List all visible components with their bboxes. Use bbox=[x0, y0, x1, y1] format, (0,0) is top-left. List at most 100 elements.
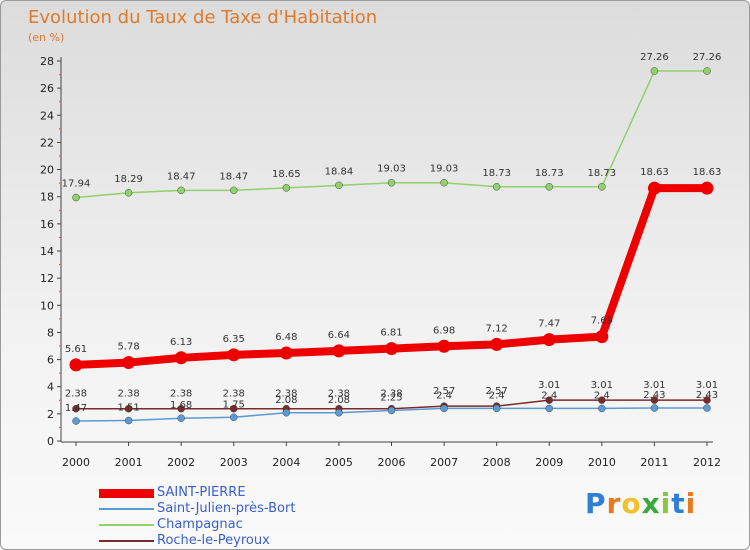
logo-letter: o bbox=[621, 487, 642, 520]
legend-label: SAINT-PIERRE bbox=[157, 485, 246, 500]
data-point bbox=[598, 404, 606, 413]
data-point bbox=[279, 346, 293, 360]
data-label: 2.4 bbox=[489, 390, 505, 401]
data-label: 6.35 bbox=[223, 334, 245, 345]
data-label: 2.38 bbox=[170, 389, 192, 400]
data-point bbox=[545, 396, 553, 404]
logo-letter: i bbox=[685, 487, 697, 520]
data-label: 18.73 bbox=[588, 168, 617, 179]
data-point bbox=[703, 396, 711, 404]
x-tick-label: 2010 bbox=[588, 456, 616, 469]
data-label: 7.69 bbox=[591, 316, 613, 327]
data-point bbox=[282, 409, 291, 417]
data-label: 2.4 bbox=[594, 390, 610, 401]
data-point bbox=[72, 193, 80, 202]
data-label: 6.64 bbox=[328, 330, 350, 341]
logo-letter: r bbox=[606, 487, 622, 520]
data-point bbox=[230, 186, 238, 195]
data-label: 5.78 bbox=[117, 342, 139, 353]
data-point bbox=[598, 183, 606, 191]
data-label: 2.4 bbox=[436, 390, 452, 401]
x-tick-label: 2009 bbox=[535, 456, 563, 469]
data-label: 6.48 bbox=[275, 332, 297, 343]
data-label: 2.4 bbox=[541, 390, 557, 401]
data-point bbox=[335, 181, 343, 190]
logo-letter: i bbox=[660, 487, 672, 520]
data-point bbox=[703, 404, 711, 412]
x-tick-label: 2002 bbox=[167, 456, 195, 469]
data-label: 27.26 bbox=[640, 52, 669, 63]
series-lines bbox=[69, 67, 714, 425]
data-point bbox=[545, 183, 553, 191]
data-label: 6.81 bbox=[380, 328, 402, 339]
x-tick-label: 2000 bbox=[62, 456, 90, 469]
data-point bbox=[177, 414, 185, 422]
data-point bbox=[542, 333, 556, 347]
y-tick-label: 6 bbox=[47, 354, 54, 367]
legend-label: Saint-Julien-près-Bort bbox=[157, 501, 296, 516]
data-label: 18.73 bbox=[482, 168, 511, 179]
data-point bbox=[440, 404, 448, 413]
data-point bbox=[385, 342, 398, 356]
data-point bbox=[332, 344, 346, 358]
proxiti-logo: Proxiti bbox=[585, 487, 696, 520]
data-label: 2.38 bbox=[328, 389, 350, 400]
data-label: 6.13 bbox=[170, 337, 192, 348]
data-label: 1.47 bbox=[65, 403, 87, 414]
data-point bbox=[647, 181, 661, 195]
data-label: 1.68 bbox=[170, 400, 192, 411]
chart-title: Evolution du Taux de Taxe d'Habitation bbox=[28, 7, 378, 28]
data-point bbox=[650, 404, 659, 412]
data-label: 2.08 bbox=[275, 395, 297, 406]
data-label: 7.47 bbox=[538, 319, 560, 330]
x-tick-label: 2007 bbox=[430, 456, 458, 469]
y-tick-label: 4 bbox=[47, 381, 54, 394]
data-point bbox=[177, 404, 185, 413]
data-point bbox=[490, 337, 504, 351]
y-tick-label: 2 bbox=[47, 408, 54, 421]
data-label: 5.61 bbox=[65, 344, 87, 355]
data-label: 18.65 bbox=[272, 169, 301, 180]
data-label: 18.63 bbox=[693, 167, 722, 178]
y-tick-label: 22 bbox=[40, 136, 54, 149]
y-tick-label: 20 bbox=[40, 164, 54, 177]
legend-swatch bbox=[99, 488, 154, 498]
data-point bbox=[650, 396, 659, 404]
data-point bbox=[230, 413, 238, 421]
data-point bbox=[703, 67, 711, 75]
data-label: 6.98 bbox=[433, 325, 455, 336]
logo-letter: x bbox=[641, 487, 661, 520]
data-label: 2.43 bbox=[696, 390, 718, 401]
y-tick-label: 26 bbox=[40, 82, 54, 95]
logo-letter: t bbox=[671, 487, 686, 520]
data-point bbox=[492, 183, 501, 191]
data-point bbox=[124, 416, 133, 425]
y-tick-label: 0 bbox=[47, 435, 54, 448]
data-label: 18.47 bbox=[219, 171, 248, 182]
data-point bbox=[177, 186, 185, 195]
legend-label: Champagnac bbox=[157, 517, 243, 532]
data-label: 3.01 bbox=[643, 380, 665, 391]
y-tick-label: 18 bbox=[40, 191, 54, 204]
x-tick-label: 2011 bbox=[640, 456, 668, 469]
data-label: 2.38 bbox=[380, 389, 402, 400]
data-point bbox=[69, 358, 83, 372]
data-point bbox=[387, 178, 396, 187]
data-point bbox=[387, 406, 396, 415]
data-point bbox=[700, 181, 714, 195]
data-label: 18.47 bbox=[167, 171, 196, 182]
legend-label: Roche-le-Peyroux bbox=[157, 533, 270, 548]
x-tick-label: 2004 bbox=[272, 456, 300, 469]
data-point bbox=[335, 409, 343, 417]
data-label: 7.12 bbox=[486, 323, 508, 334]
y-tick-label: 8 bbox=[47, 326, 54, 339]
data-point bbox=[282, 184, 291, 192]
x-tick-label: 2006 bbox=[378, 456, 406, 469]
data-point bbox=[437, 339, 451, 353]
legend-swatch bbox=[99, 524, 154, 526]
data-label: 2.57 bbox=[486, 386, 508, 397]
x-tick-label: 2012 bbox=[693, 456, 721, 469]
y-tick-label: 16 bbox=[40, 218, 54, 231]
y-tick-label: 14 bbox=[40, 245, 54, 258]
